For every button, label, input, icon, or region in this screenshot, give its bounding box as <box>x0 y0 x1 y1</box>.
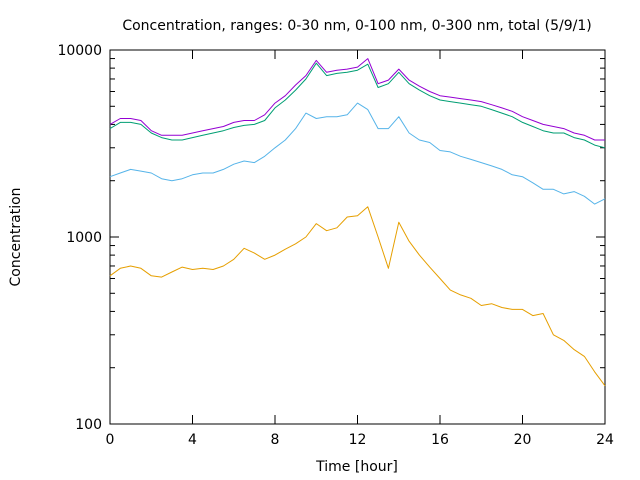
y-tick-label: 100 <box>75 417 102 433</box>
y-axis-label: Concentration <box>8 187 24 286</box>
x-axis-label: Time [hour] <box>315 459 398 475</box>
x-tick-label: 8 <box>271 432 280 448</box>
x-tick-label: 16 <box>431 432 449 448</box>
y-minor-ticks <box>110 58 605 369</box>
series-line-2 <box>109 102 606 205</box>
x-tick-label: 0 <box>106 432 115 448</box>
series-line-4 <box>109 58 605 141</box>
plot-frame <box>109 49 606 425</box>
series-lines <box>109 58 606 387</box>
series-line-1 <box>109 206 606 387</box>
chart-title: Concentration, ranges: 0-30 nm, 0-100 nm… <box>122 18 591 34</box>
x-tick-label: 12 <box>349 432 367 448</box>
x-tick-label: 20 <box>514 432 532 448</box>
x-tick-label: 4 <box>188 432 197 448</box>
y-tick-label: 10000 <box>57 43 102 59</box>
x-axis-ticks: 0 4 8 12 16 20 24 <box>106 50 614 448</box>
series-line-3 <box>109 62 606 149</box>
y-axis-ticks: 100 1000 10000 <box>57 43 605 433</box>
x-tick-label: 24 <box>596 432 614 448</box>
y-tick-label: 1000 <box>66 230 102 246</box>
